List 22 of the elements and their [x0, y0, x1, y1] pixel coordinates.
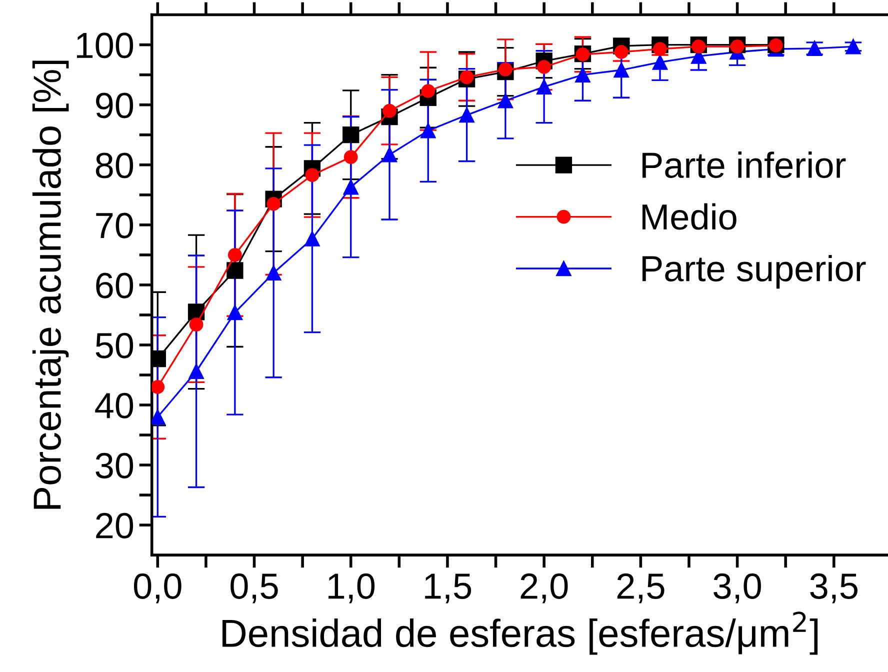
x-tick-label: 0,5	[230, 573, 278, 604]
x-tick-label: 0,0	[134, 573, 182, 604]
y-tick-label: 50	[96, 332, 134, 358]
legend-label: Parte inferior	[642, 152, 846, 178]
y-tick-label: 40	[95, 392, 134, 418]
y-tick-label: 60	[96, 272, 134, 298]
legend-label: Parte superior	[642, 254, 866, 289]
y-axis-title: Porcentaje acumulado [%]	[32, 60, 69, 509]
y-tick-label: 100	[76, 32, 134, 58]
legend-label: Medio	[642, 203, 736, 230]
x-tick-label: 1,0	[328, 573, 375, 604]
x-tick-label: 1,5	[425, 574, 472, 604]
y-tick-label: 90	[96, 92, 134, 118]
x-tick-label: 2,5	[617, 573, 664, 604]
x-axis-title: Densidad de esferas [esferas/μm$^{2}$]	[222, 612, 818, 655]
y-tick-label: 70	[96, 212, 134, 238]
x-tick-label: 3,0	[714, 573, 761, 604]
y-tick-label: 20	[96, 512, 134, 538]
y-tick-label: 80	[96, 152, 134, 178]
y-tick-label: 30	[96, 452, 134, 478]
x-tick-label: 3,5	[810, 573, 858, 604]
x-tick-label: 2,0	[520, 573, 568, 604]
